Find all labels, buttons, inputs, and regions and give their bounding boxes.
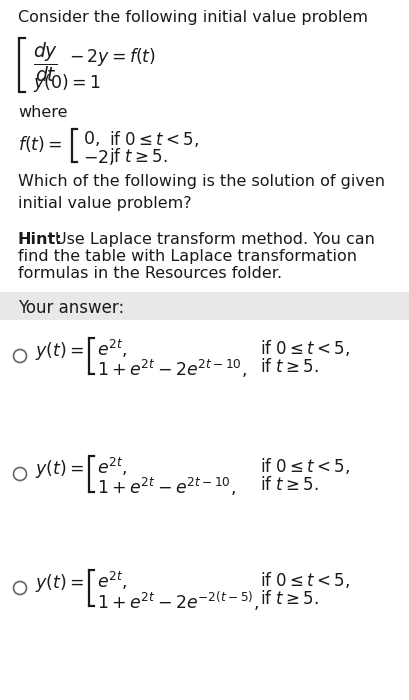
- FancyBboxPatch shape: [0, 292, 409, 320]
- Text: if $0 \leq t < 5,$: if $0 \leq t < 5,$: [109, 129, 198, 149]
- Text: $1 + e^{2t} - e^{2t-10},$: $1 + e^{2t} - e^{2t-10},$: [97, 476, 235, 498]
- Circle shape: [13, 349, 27, 363]
- Text: $e^{2t},$: $e^{2t},$: [97, 456, 127, 478]
- Text: find the table with Laplace transformation: find the table with Laplace transformati…: [18, 249, 356, 264]
- Text: $1 + e^{2t} - 2e^{-2(t-5)},$: $1 + e^{2t} - 2e^{-2(t-5)},$: [97, 590, 258, 613]
- Text: Hint:: Hint:: [18, 232, 63, 247]
- Text: $\dfrac{dy}{dt}$: $\dfrac{dy}{dt}$: [33, 40, 58, 84]
- Text: $f(t) =$: $f(t) =$: [18, 134, 63, 154]
- Text: if $0 \leq t < 5,$: if $0 \leq t < 5,$: [259, 456, 349, 476]
- Text: $y(t) =$: $y(t) =$: [35, 458, 84, 480]
- Text: $e^{2t},$: $e^{2t},$: [97, 570, 127, 592]
- Text: Your answer:: Your answer:: [18, 299, 124, 317]
- Text: where: where: [18, 105, 67, 120]
- Text: $-2,$: $-2,$: [83, 148, 114, 167]
- Text: if $t \geq 5.$: if $t \geq 5.$: [259, 358, 318, 376]
- Text: $-\,2y = f(t)$: $-\,2y = f(t)$: [69, 46, 156, 68]
- Text: if $0 \leq t < 5,$: if $0 \leq t < 5,$: [259, 338, 349, 358]
- Text: $0,$: $0,$: [83, 129, 99, 148]
- Text: formulas in the Resources folder.: formulas in the Resources folder.: [18, 266, 281, 281]
- Text: $e^{2t},$: $e^{2t},$: [97, 338, 127, 360]
- Text: if $t \geq 5.$: if $t \geq 5.$: [259, 476, 318, 494]
- Circle shape: [13, 582, 27, 594]
- Text: if $t \geq 5.$: if $t \geq 5.$: [259, 590, 318, 608]
- Text: Consider the following initial value problem: Consider the following initial value pro…: [18, 10, 367, 25]
- Text: Use Laplace transform method. You can: Use Laplace transform method. You can: [55, 232, 374, 247]
- Text: if $t \geq 5.$: if $t \geq 5.$: [109, 148, 167, 166]
- Text: $1 + e^{2t} - 2e^{2t-10},$: $1 + e^{2t} - 2e^{2t-10},$: [97, 358, 246, 380]
- Circle shape: [13, 468, 27, 480]
- Text: if $0 \leq t < 5,$: if $0 \leq t < 5,$: [259, 570, 349, 590]
- Text: $y(t) =$: $y(t) =$: [35, 572, 84, 594]
- Text: Which of the following is the solution of given
initial value problem?: Which of the following is the solution o…: [18, 174, 384, 211]
- Text: $y(0) = 1$: $y(0) = 1$: [33, 72, 101, 94]
- Text: $y(t) =$: $y(t) =$: [35, 340, 84, 362]
